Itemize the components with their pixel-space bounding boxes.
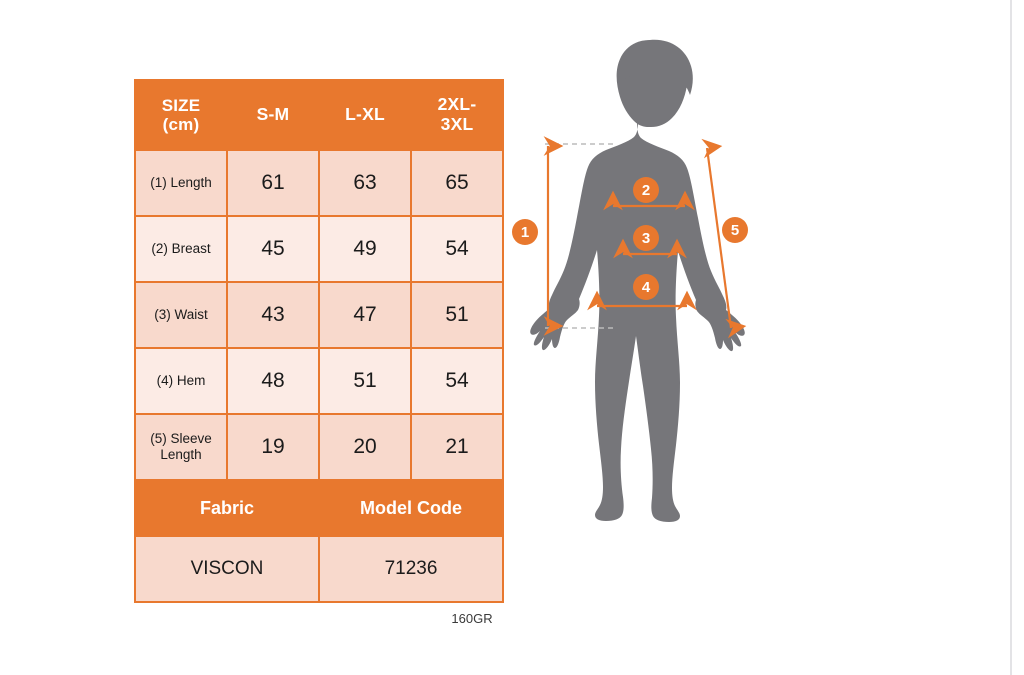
table-row: (3) Waist 43 47 51 — [134, 281, 504, 349]
marker-badge-3: 3 — [633, 225, 659, 251]
table-row: (5) Sleeve Length 19 20 21 — [134, 413, 504, 481]
size-chart-table: SIZE (cm) S-M L-XL 2XL- 3XL (1) Length 6… — [134, 79, 504, 603]
row-label-sleeve-length-line1: (5) Sleeve — [150, 431, 212, 447]
footer-value-model-code: 71236 — [318, 535, 504, 603]
column-header-2xl3xl: 2XL- 3XL — [410, 79, 504, 151]
marker-label-1: 1 — [521, 224, 529, 241]
row-label-breast: (2) Breast — [134, 215, 228, 283]
marker-label-3: 3 — [642, 230, 650, 247]
column-header-2xl3xl-line2: 3XL — [440, 114, 474, 134]
cell-length-lxl: 63 — [318, 149, 412, 217]
female-silhouette — [530, 39, 745, 522]
table-footer-value-row: VISCON 71236 — [134, 535, 504, 603]
cell-hem-lxl: 51 — [318, 347, 412, 415]
table-row: (4) Hem 48 51 54 — [134, 347, 504, 415]
marker-label-4: 4 — [642, 279, 651, 296]
cell-sleeve-sm: 19 — [226, 413, 320, 481]
row-label-waist: (3) Waist — [134, 281, 228, 349]
fabric-weight-note: 160GR — [451, 611, 493, 626]
cell-breast-sm: 45 — [226, 215, 320, 283]
cell-breast-lxl: 49 — [318, 215, 412, 283]
cell-breast-2xl3xl: 54 — [410, 215, 504, 283]
marker-badge-1: 1 — [512, 219, 538, 245]
column-header-sm: S-M — [226, 79, 320, 151]
column-header-lxl: L-XL — [318, 79, 412, 151]
cell-hem-sm: 48 — [226, 347, 320, 415]
marker-badge-4: 4 — [633, 274, 659, 300]
cell-waist-lxl: 47 — [318, 281, 412, 349]
measurement-figure: 1 2 3 4 5 — [505, 18, 805, 658]
cell-sleeve-lxl: 20 — [318, 413, 412, 481]
row-label-hem: (4) Hem — [134, 347, 228, 415]
row-label-sleeve-length: (5) Sleeve Length — [134, 413, 228, 481]
marker-badge-5: 5 — [722, 217, 748, 243]
slide-border — [1010, 0, 1012, 675]
cell-length-2xl3xl: 65 — [410, 149, 504, 217]
row-label-length: (1) Length — [134, 149, 228, 217]
column-header-size-line1: SIZE — [161, 95, 201, 115]
cell-sleeve-2xl3xl: 21 — [410, 413, 504, 481]
column-header-2xl3xl-line1: 2XL- — [437, 94, 477, 115]
column-header-size: SIZE (cm) — [134, 79, 228, 151]
table-row: (2) Breast 45 49 54 — [134, 215, 504, 283]
marker-label-5: 5 — [731, 222, 739, 239]
table-header-row: SIZE (cm) S-M L-XL 2XL- 3XL — [134, 79, 504, 151]
row-label-sleeve-length-line2: Length — [160, 447, 202, 462]
table-row: (1) Length 61 63 65 — [134, 149, 504, 217]
marker-badge-2: 2 — [633, 177, 659, 203]
cell-hem-2xl3xl: 54 — [410, 347, 504, 415]
cell-waist-2xl3xl: 51 — [410, 281, 504, 349]
table-footer-header-row: Fabric Model Code — [134, 479, 504, 537]
footer-header-model-code: Model Code — [318, 479, 504, 537]
column-header-size-line2: (cm) — [162, 115, 200, 134]
cell-waist-sm: 43 — [226, 281, 320, 349]
cell-length-sm: 61 — [226, 149, 320, 217]
measure-arrow-sleeve-length — [701, 138, 747, 339]
footer-header-fabric: Fabric — [134, 479, 320, 537]
footer-value-fabric: VISCON — [134, 535, 320, 603]
marker-label-2: 2 — [642, 182, 650, 199]
